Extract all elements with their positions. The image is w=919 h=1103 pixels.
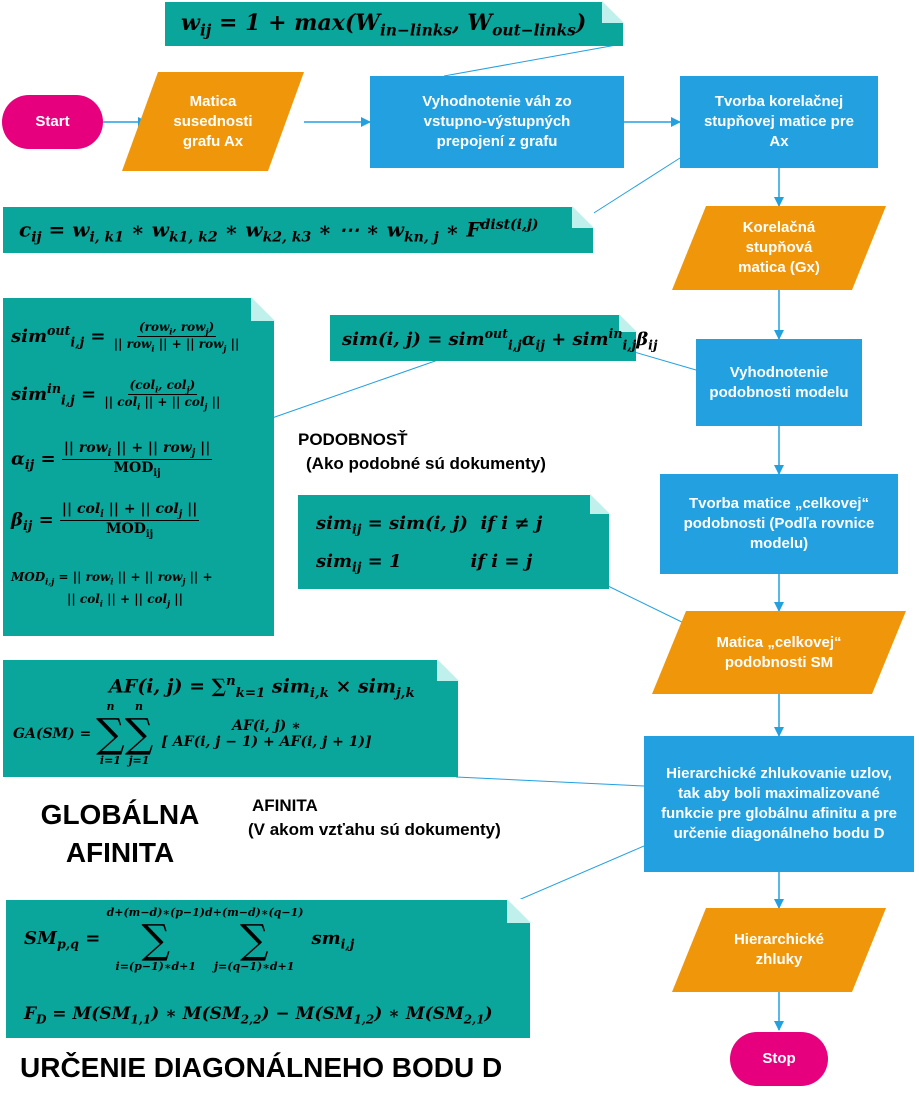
link-cij-corrbuild <box>585 157 681 219</box>
parallelogram-shape <box>652 611 906 694</box>
sim-in-formula: simini,j = (coli, colj) || coli || + || c… <box>11 378 221 412</box>
weights-eval-process: Vyhodnotenie váh zo vstupno-výstupných p… <box>370 76 624 168</box>
clusters-io: Hierarchické zhluky <box>672 908 886 992</box>
similarity-title: PODOBNOSŤ <box>298 430 408 449</box>
note-fold <box>572 206 594 228</box>
ga-formula: GA(SM) = n ∑ i=1 n ∑ j=1 AF(i, j) ∗[ AF(i, j… <box>13 700 372 767</box>
wij-formula-note: wij = 1 + max(Win−links, Wout−links) <box>165 1 624 46</box>
stop-label: Stop <box>762 1050 796 1067</box>
similarity-eval-label: Vyhodnotenie podobnosti modelu <box>709 363 849 401</box>
total-similarity-build-process: Tvorba matice „celkovej“ podobnosti (Pod… <box>660 474 898 574</box>
start-label: Start <box>35 113 70 130</box>
alpha-formula: αij = || rowi || + || rowj || MODij <box>11 440 213 479</box>
link-wij-weights <box>443 43 623 77</box>
similarity-caption: PODOBNOSŤ (Ako podobné sú dokumenty) <box>298 430 546 474</box>
beta-formula: βij = || coli || + || colj || MODij <box>11 501 200 540</box>
diagonal-title: URČENIE DIAGONÁLNEHO BODU D <box>20 1052 503 1083</box>
note-fold <box>437 659 459 681</box>
adjacency-matrix-io: Matica susednosti grafu Ax <box>122 72 304 171</box>
affinity-subtitle: (V akom vzťahu sú dokumenty) <box>248 820 501 839</box>
mod-formula: MODi,j = || rowi || + || rowj || + || co… <box>11 570 213 609</box>
clustering-label: Hierarchické zhlukovanie uzlov, tak aby … <box>661 765 897 842</box>
weights-eval-label: Vyhodnotenie váh zo vstupno-výstupných p… <box>422 93 572 150</box>
similarity-eval-process: Vyhodnotenie podobnosti modelu <box>696 339 862 426</box>
similarity-subtitle: (Ako podobné sú dokumenty) <box>306 454 546 473</box>
diagonal-caption: URČENIE DIAGONÁLNEHO BODU D <box>20 1052 502 1084</box>
sim-ij-case-1: simij = sim(i, j) if i ≠ j <box>316 513 543 537</box>
link-simij-totalmatrix <box>607 585 691 627</box>
adjacency-matrix-label: Matica susednosti grafu Ax <box>173 92 253 150</box>
similarity-definitions-note: simouti,j = (rowi, rowj) || rowi || + || … <box>3 297 275 636</box>
link-sm-clustering <box>499 845 645 909</box>
affinity-formula-note: AF(i, j) = ∑nk=1 simi,k × simj,k GA(SM) … <box>3 659 459 777</box>
total-similarity-matrix-io: Matica „celkovej“ podobnosti SM <box>652 611 906 694</box>
parallelogram-shape <box>122 72 304 171</box>
note-fold <box>602 1 624 23</box>
corr-matrix-build-process: Tvorba korelačnej stupňovej matice pre A… <box>680 76 878 168</box>
link-affinity-clustering <box>455 776 645 787</box>
fd-formula: FD = M(SM1,1) ∗ M(SM2,2) − M(SM1,2) ∗ M(… <box>24 1004 493 1027</box>
clustering-process: Hierarchické zhlukovanie uzlov, tak aby … <box>644 736 914 872</box>
cij-formula: cij = wi, k1 ∗ wk1, k2 ∗ wk2, k3 ∗ ⋯ ∗ w… <box>19 217 539 246</box>
note-fold <box>507 899 531 923</box>
total-similarity-matrix-label: Matica „celkovej“ podobnosti SM <box>716 633 842 671</box>
note-fold <box>619 314 637 332</box>
sim-ij-formula: sim(i, j) = simouti,jαij + simini,jβij <box>342 326 658 353</box>
global-affinity-title: GLOBÁLNA AFINITA <box>40 799 200 868</box>
affinity-caption: AFINITA (V akom vzťahu sú dokumenty) <box>248 796 501 840</box>
note-fold <box>590 494 610 514</box>
affinity-title: AFINITA <box>252 796 318 815</box>
corr-matrix-label: Korelačná stupňová matica (Gx) <box>738 219 820 276</box>
parallelogram-shape <box>672 908 886 992</box>
link-sim-note <box>271 359 439 419</box>
link-sim-simeval <box>633 351 697 371</box>
sim-ij-formula-note: sim(i, j) = simouti,jαij + simini,jβij <box>330 314 658 361</box>
wij-formula: wij = 1 + max(Win−links, Wout−links) <box>181 10 587 40</box>
start-terminal: Start <box>2 95 103 149</box>
sim-ij-case-2: simij = 1 if i = j <box>316 551 533 575</box>
note-fold <box>251 297 275 321</box>
sim-ij-cases-note: simij = sim(i, j) if i ≠ j simij = 1 if … <box>298 494 610 589</box>
af-formula: AF(i, j) = ∑nk=1 simi,k × simj,k <box>109 674 415 702</box>
total-similarity-build-label: Tvorba matice „celkovej“ podobnosti (Pod… <box>683 495 875 552</box>
corr-matrix-io: Korelačná stupňová matica (Gx) <box>672 206 886 290</box>
cij-formula-note: cij = wi, k1 ∗ wk1, k2 ∗ wk2, k3 ∗ ⋯ ∗ w… <box>3 206 594 253</box>
corr-matrix-build-label: Tvorba korelačnej stupňovej matice pre A… <box>703 93 855 150</box>
sm-pq-formula: SMp,q = d+(m−d)∗(p−1) ∑ i=(p−1)∗d+1 d+(m−d… <box>24 906 355 973</box>
sim-out-formula: simouti,j = (rowi, rowj) || rowi || + || … <box>11 320 240 354</box>
stop-terminal: Stop <box>730 1032 828 1086</box>
clusters-label: Hierarchické zhluky <box>733 931 825 968</box>
diagonal-formula-note: SMp,q = d+(m−d)∗(p−1) ∑ i=(p−1)∗d+1 d+(m−d… <box>6 899 531 1038</box>
parallelogram-shape <box>672 206 886 290</box>
global-affinity-caption: GLOBÁLNA AFINITA <box>20 796 220 872</box>
